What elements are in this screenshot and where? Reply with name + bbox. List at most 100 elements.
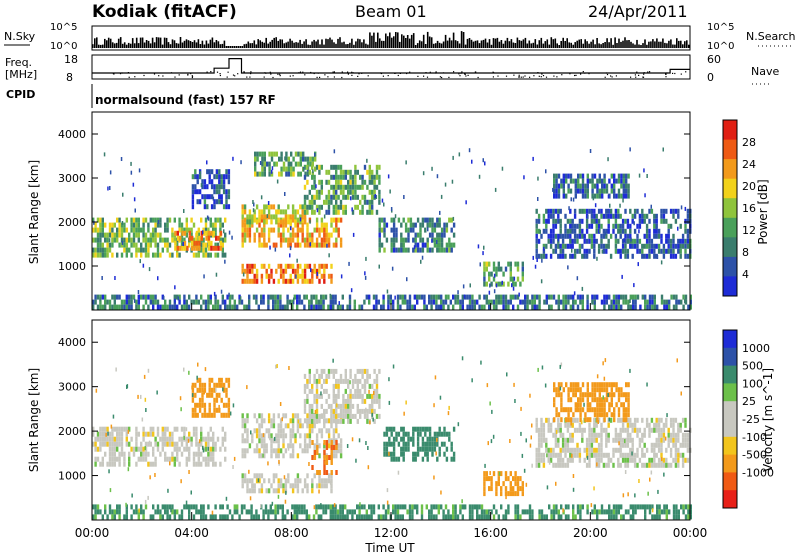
power-cell (385, 222, 389, 228)
power-cell (260, 299, 263, 305)
power-cell (354, 189, 357, 195)
power-cell (315, 194, 319, 200)
power-cell (180, 237, 184, 243)
velocity-cell (419, 446, 422, 452)
velocity-cell (615, 387, 618, 393)
nave-dot (665, 73, 667, 75)
power-cell (104, 252, 107, 258)
velocity-cell (336, 514, 340, 520)
power-cell (156, 299, 160, 305)
velocity-cell (660, 509, 664, 515)
velocity-cell (308, 373, 311, 379)
velocity-cell (447, 514, 450, 520)
power-cell (605, 208, 608, 214)
power-cell (554, 208, 558, 214)
velocity-cell (566, 457, 570, 463)
frequency-line (92, 57, 690, 74)
noise-bar (584, 39, 586, 48)
power-cell (438, 237, 441, 243)
noise-bar (652, 39, 654, 48)
power-cell (289, 232, 292, 238)
velocity-cell (213, 407, 216, 413)
power-cell (248, 209, 252, 215)
velocity-cell (677, 509, 680, 515)
power-cell (670, 294, 673, 300)
velocity-cell (201, 387, 204, 393)
velocity-cell (559, 462, 562, 468)
power-cell (323, 273, 326, 279)
velocity-cell (332, 413, 336, 419)
velocity-cell (354, 393, 357, 399)
power-cell (267, 237, 271, 243)
power-cell (318, 263, 321, 269)
velocity-cell (173, 461, 176, 467)
noise-bar (365, 43, 367, 48)
velocity-echo (597, 420, 599, 424)
velocity-cell (200, 441, 203, 447)
power-cell (322, 299, 325, 305)
nave-dot (635, 76, 637, 78)
noise-bar (562, 37, 564, 48)
power-cell (396, 304, 400, 310)
power-cell (330, 273, 333, 279)
power-cell (213, 184, 216, 190)
power-cell (351, 189, 355, 195)
power-cell (142, 237, 145, 243)
power-cell (577, 188, 580, 194)
noise-bar (448, 37, 451, 48)
velocity-cell (601, 407, 604, 413)
power-cell (318, 232, 321, 238)
velocity-cell (476, 504, 479, 510)
power-cell (507, 281, 510, 287)
velocity-cell (631, 437, 634, 443)
power-cell (335, 242, 338, 248)
velocity-cell (219, 446, 222, 452)
velocity-cell (277, 433, 280, 439)
power-cell (176, 245, 179, 251)
velocity-cell (569, 447, 572, 453)
velocity-cell (147, 451, 150, 457)
velocity-cell (255, 514, 258, 520)
velocity-cell (589, 407, 592, 413)
power-cell (342, 184, 345, 190)
power-cell (218, 179, 221, 185)
power-cell (179, 235, 182, 241)
noise-bar (418, 40, 421, 48)
velocity-cell (118, 431, 121, 437)
velocity-cell (608, 509, 611, 515)
noise-bar (159, 37, 162, 48)
velocity-cell (337, 388, 340, 394)
velocity-cell (408, 509, 412, 515)
velocity-cell (197, 441, 200, 447)
velocity-cell (633, 452, 637, 458)
velocity-cell (200, 451, 203, 457)
power-cell (615, 304, 618, 310)
velocity-cell (394, 509, 397, 515)
power-cell (125, 217, 128, 223)
velocity-cell (591, 509, 594, 515)
power-cell (282, 278, 285, 284)
power-echo (427, 227, 429, 232)
power-cell (684, 248, 687, 254)
nave-dot (518, 76, 520, 78)
velocity-cell (377, 514, 380, 520)
velocity-cell (593, 447, 596, 453)
power-cell (665, 233, 668, 239)
power-cell (309, 156, 312, 162)
power-cell (641, 213, 644, 219)
velocity-cell (332, 438, 336, 444)
power-cell (227, 204, 231, 210)
velocity-echo (288, 366, 290, 370)
power-cell (449, 299, 452, 305)
power-cell (644, 299, 647, 305)
power-cell (315, 294, 318, 300)
power-echo (557, 237, 560, 242)
velocity-cell (311, 478, 314, 484)
velocity-cell (631, 422, 634, 428)
velocity-cell (185, 461, 188, 467)
power-cell (404, 237, 408, 243)
power-cell (174, 230, 177, 236)
velocity-cell (213, 412, 216, 418)
power-cell (207, 245, 211, 251)
power-cell (554, 218, 558, 224)
